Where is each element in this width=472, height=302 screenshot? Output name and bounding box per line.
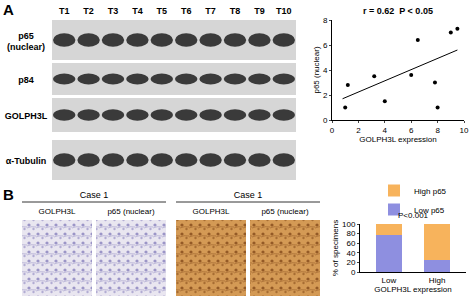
svg-text:4: 4: [383, 126, 388, 135]
svg-text:GOLPH3L expression: GOLPH3L expression: [359, 135, 437, 144]
svg-text:High p65: High p65: [414, 187, 447, 196]
svg-text:T8: T8: [230, 6, 241, 16]
svg-text:T9: T9: [254, 6, 265, 16]
svg-text:8: 8: [323, 16, 328, 25]
svg-text:100: 100: [342, 220, 356, 229]
svg-text:2: 2: [356, 126, 361, 135]
svg-text:p65 (nuclear): p65 (nuclear): [261, 207, 308, 216]
svg-text:20: 20: [346, 258, 355, 267]
svg-text:P<0.001: P<0.001: [398, 211, 429, 220]
svg-text:4: 4: [323, 66, 328, 75]
svg-text:p65: p65: [18, 31, 34, 41]
svg-text:T3: T3: [108, 6, 119, 16]
svg-text:GOLPH3L expression: GOLPH3L expression: [374, 285, 452, 294]
svg-text:T10: T10: [276, 6, 292, 16]
svg-text:A: A: [3, 1, 14, 18]
svg-text:GOLPH3L: GOLPH3L: [39, 207, 76, 216]
svg-text:(nuclear): (nuclear): [7, 42, 45, 52]
svg-text:B: B: [3, 186, 14, 203]
svg-text:8: 8: [435, 126, 440, 135]
svg-text:10: 10: [460, 126, 469, 135]
svg-text:T5: T5: [157, 6, 168, 16]
svg-text:Case 1: Case 1: [234, 190, 263, 200]
svg-text:p65 (nuclear): p65 (nuclear): [107, 207, 154, 216]
svg-text:p84: p84: [18, 75, 34, 85]
svg-text:2: 2: [323, 91, 328, 100]
svg-text:T7: T7: [205, 6, 216, 16]
svg-text:GOLPH3L: GOLPH3L: [5, 111, 48, 121]
svg-text:60: 60: [346, 239, 355, 248]
svg-text:α-Tubulin: α-Tubulin: [6, 156, 46, 166]
svg-text:0: 0: [323, 116, 328, 125]
svg-text:Case 1: Case 1: [80, 190, 109, 200]
svg-text:Low: Low: [382, 276, 397, 285]
svg-text:High: High: [429, 276, 445, 285]
svg-text:GOLPH3L: GOLPH3L: [193, 207, 230, 216]
svg-text:Low p65: Low p65: [414, 206, 445, 215]
svg-text:T2: T2: [83, 6, 94, 16]
svg-text:6: 6: [323, 41, 328, 50]
svg-text:6: 6: [409, 126, 414, 135]
svg-text:r = 0.62 P < 0.05: r = 0.62 P < 0.05: [363, 6, 433, 16]
svg-text:T1: T1: [59, 6, 70, 16]
svg-text:T4: T4: [132, 6, 143, 16]
svg-text:80: 80: [346, 229, 355, 238]
svg-text:T6: T6: [181, 6, 192, 16]
svg-text:% of specimens: % of specimens: [331, 220, 340, 276]
svg-text:0: 0: [351, 268, 356, 277]
svg-text:p65 (nuclear): p65 (nuclear): [312, 46, 321, 93]
svg-text:0: 0: [330, 126, 335, 135]
svg-text:40: 40: [346, 249, 355, 258]
